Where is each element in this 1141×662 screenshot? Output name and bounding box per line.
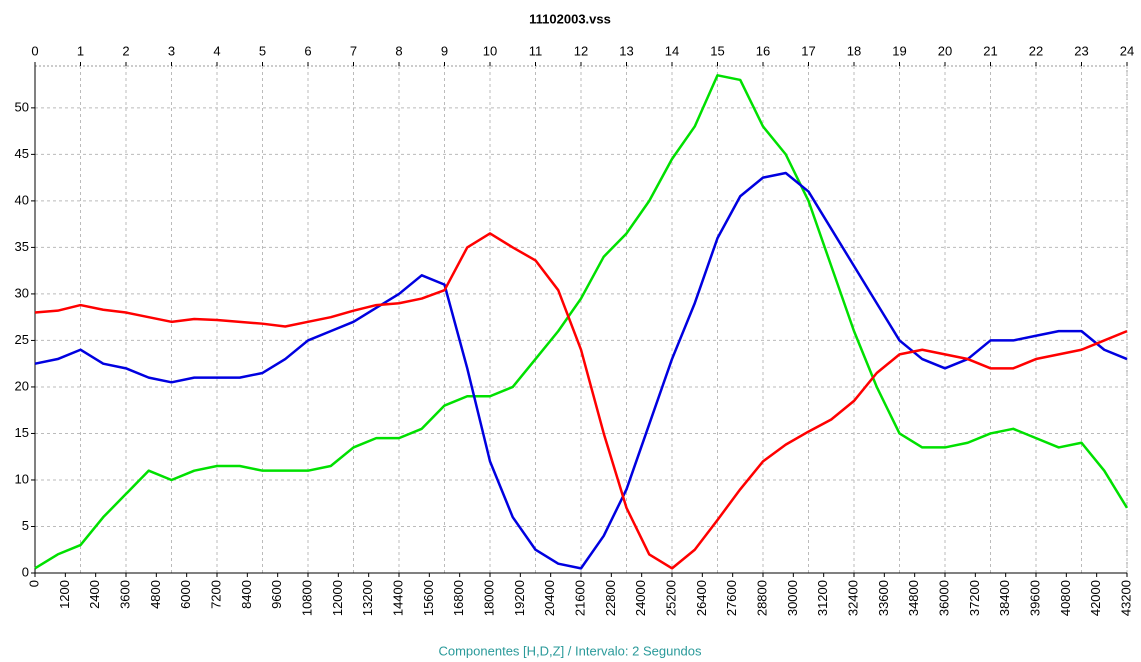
x-tick-label: 0 bbox=[26, 580, 41, 587]
line-series bbox=[34, 74, 1129, 570]
x-tick-label: 34800 bbox=[906, 580, 921, 616]
x-tick-label: 13200 bbox=[360, 580, 375, 616]
x2-tick-label: 11 bbox=[529, 43, 543, 58]
x-tick-label: 39600 bbox=[1027, 580, 1042, 616]
x-tick-label: 18000 bbox=[481, 580, 496, 616]
x-tick-label: 42000 bbox=[1088, 580, 1103, 616]
x-tick-label: 37200 bbox=[967, 580, 982, 616]
x-tick-label: 14400 bbox=[390, 580, 405, 616]
x-tick-label: 25200 bbox=[663, 580, 678, 616]
x2-tick-label: 1 bbox=[77, 43, 84, 58]
y-tick-label: 50 bbox=[15, 99, 29, 114]
x2-tick-label: 15 bbox=[710, 43, 724, 58]
y-tick-label: 0 bbox=[22, 564, 29, 579]
x2-tick-label: 24 bbox=[1120, 43, 1134, 58]
y-tick-label: 25 bbox=[15, 332, 29, 347]
y-tick-label: 20 bbox=[15, 378, 29, 393]
x-tick-label: 19200 bbox=[512, 580, 527, 616]
line-series bbox=[34, 232, 1128, 570]
x2-tick-label: 8 bbox=[395, 43, 402, 58]
y-tick-label: 35 bbox=[15, 239, 29, 254]
x-tick-label: 38400 bbox=[997, 580, 1012, 616]
x2-tick-label: 5 bbox=[259, 43, 266, 58]
x-tick-label: 4800 bbox=[148, 580, 163, 609]
x2-tick-label: 20 bbox=[938, 43, 952, 58]
x2-tick-label: 12 bbox=[574, 43, 588, 58]
line-series bbox=[34, 171, 1128, 570]
y-tick-label: 15 bbox=[15, 425, 29, 440]
x-tick-label: 1200 bbox=[57, 580, 72, 609]
x2-tick-label: 17 bbox=[801, 43, 815, 58]
x-tick-label: 15600 bbox=[421, 580, 436, 616]
x-tick-label: 26400 bbox=[694, 580, 709, 616]
x2-tick-label: 9 bbox=[441, 43, 448, 58]
x-tick-label: 20400 bbox=[542, 580, 557, 616]
x2-tick-label: 14 bbox=[665, 43, 679, 58]
x-tick-label: 43200 bbox=[1118, 580, 1133, 616]
x-tick-label: 12000 bbox=[330, 580, 345, 616]
x-tick-label: 36000 bbox=[936, 580, 951, 616]
x-tick-label: 24000 bbox=[633, 580, 648, 616]
x-tick-label: 28800 bbox=[754, 580, 769, 616]
x-tick-label: 3600 bbox=[117, 580, 132, 609]
x-tick-label: 7200 bbox=[208, 580, 223, 609]
x2-tick-label: 2 bbox=[122, 43, 129, 58]
x-tick-label: 22800 bbox=[603, 580, 618, 616]
y-tick-label: 30 bbox=[15, 285, 29, 300]
y-tick-label: 45 bbox=[15, 146, 29, 161]
y-tick-label: 10 bbox=[15, 471, 29, 486]
x2-tick-label: 10 bbox=[483, 43, 497, 58]
x2-tick-label: 22 bbox=[1029, 43, 1043, 58]
x-tick-label: 27600 bbox=[724, 580, 739, 616]
x-tick-label: 2400 bbox=[87, 580, 102, 609]
y-tick-label: 40 bbox=[15, 192, 29, 207]
x-tick-label: 6000 bbox=[178, 580, 193, 609]
x2-tick-label: 18 bbox=[847, 43, 861, 58]
x2-tick-label: 16 bbox=[756, 43, 770, 58]
x2-tick-label: 19 bbox=[892, 43, 906, 58]
x-tick-label: 8400 bbox=[239, 580, 254, 609]
chart-title: 11102003.vss bbox=[529, 11, 611, 26]
x2-tick-label: 23 bbox=[1074, 43, 1088, 58]
x-tick-label: 32400 bbox=[845, 580, 860, 616]
x-tick-label: 40800 bbox=[1058, 580, 1073, 616]
x2-tick-label: 7 bbox=[350, 43, 357, 58]
x-tick-label: 30000 bbox=[785, 580, 800, 616]
x2-tick-label: 4 bbox=[213, 43, 220, 58]
x2-tick-label: 3 bbox=[168, 43, 175, 58]
x-tick-label: 9600 bbox=[269, 580, 284, 609]
x2-tick-label: 6 bbox=[304, 43, 311, 58]
x2-tick-label: 13 bbox=[619, 43, 633, 58]
x-tick-label: 33600 bbox=[876, 580, 891, 616]
y-tick-label: 5 bbox=[22, 518, 29, 533]
x-tick-label: 10800 bbox=[299, 580, 314, 616]
x2-tick-label: 0 bbox=[31, 43, 38, 58]
x2-tick-label: 21 bbox=[983, 43, 997, 58]
x-axis-label: Componentes [H,D,Z] / Intervalo: 2 Segun… bbox=[438, 643, 702, 658]
x-tick-label: 21600 bbox=[572, 580, 587, 616]
x-tick-label: 31200 bbox=[815, 580, 830, 616]
x-tick-label: 16800 bbox=[451, 580, 466, 616]
